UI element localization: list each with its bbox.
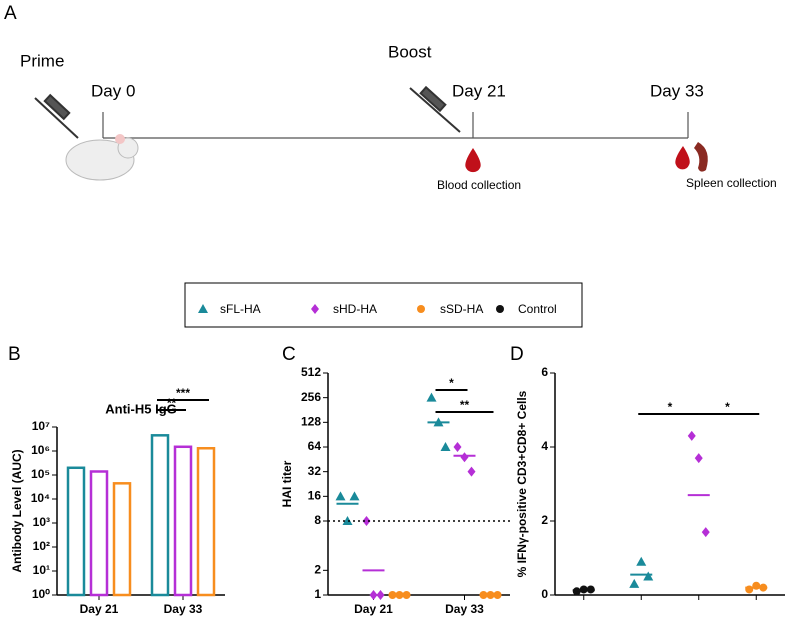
point: [417, 305, 425, 313]
y-tick-label: 10²: [33, 539, 50, 553]
day-label: Day 0: [91, 81, 135, 100]
point: [572, 587, 581, 596]
point: [636, 556, 647, 566]
significance-label: **: [167, 396, 177, 410]
legend-label: Control: [518, 302, 557, 316]
point: [453, 442, 462, 452]
y-axis-label: Antibody Level (AUC): [10, 449, 24, 572]
y-tick-label: 10⁷: [32, 419, 50, 433]
panel-label: A: [4, 3, 17, 24]
point: [440, 442, 451, 451]
y-tick-label: 10³: [33, 515, 50, 529]
panel-label: B: [8, 344, 21, 365]
blood-label: Blood collection: [437, 178, 521, 192]
legend-box: [184, 282, 583, 328]
legend-label: sSD-HA: [440, 302, 483, 316]
y-tick-label: 10⁰: [32, 587, 50, 601]
x-tick-label: Day 21: [354, 602, 393, 616]
y-tick-label: 32: [308, 464, 322, 478]
bar: [112, 482, 132, 597]
point: [643, 571, 654, 581]
bar: [66, 466, 86, 597]
significance-label: **: [460, 398, 470, 412]
y-tick-label: 256: [301, 390, 321, 404]
legend-label: sFL-HA: [220, 302, 261, 316]
point: [349, 491, 360, 501]
y-tick-label: 6: [541, 365, 548, 379]
point: [460, 452, 469, 463]
bar: [89, 470, 109, 597]
syringe: [409, 85, 461, 133]
day-label: Day 21: [452, 81, 506, 100]
spleen-label: Spleen collection: [686, 176, 777, 190]
y-tick-label: 10⁶: [31, 443, 50, 457]
point: [467, 466, 476, 477]
y-tick-label: 8: [314, 513, 321, 527]
significance-label: *: [668, 400, 673, 414]
point: [694, 453, 703, 464]
point: [198, 304, 208, 313]
point: [701, 527, 710, 538]
timeline: [102, 112, 689, 139]
bar: [150, 434, 170, 597]
mouse: [65, 134, 139, 181]
y-tick-label: 1: [314, 587, 321, 601]
point: [496, 305, 504, 313]
x-tick-label: Day 33: [445, 602, 484, 616]
syringe: [34, 93, 79, 139]
y-tick-label: 10⁴: [31, 491, 50, 505]
point: [362, 516, 371, 526]
panel-label: D: [510, 344, 524, 365]
spleen: [694, 142, 708, 172]
day-label: Day 33: [650, 81, 704, 100]
y-tick-label: 0: [541, 587, 548, 601]
y-axis-label: HAI titer: [280, 460, 294, 507]
point: [369, 590, 378, 600]
bar: [173, 445, 193, 597]
point: [426, 392, 437, 402]
x-tick-label: Day 21: [80, 602, 119, 616]
y-tick-label: 512: [301, 365, 321, 379]
significance-label: *: [725, 400, 730, 414]
significance-label: ***: [176, 386, 190, 400]
point: [311, 304, 319, 314]
point: [687, 430, 696, 441]
y-axis-label: % IFNγ-positive CD3+CD8+ Cells: [515, 390, 529, 577]
y-tick-label: 10⁵: [31, 467, 50, 481]
point: [335, 491, 346, 501]
y-tick-label: 128: [301, 415, 321, 429]
y-tick-label: 64: [308, 439, 322, 453]
y-tick-label: 2: [541, 513, 548, 527]
y-tick-label: 16: [308, 489, 322, 503]
bar: [196, 447, 216, 597]
blood-drop: [465, 148, 481, 173]
panel-label: C: [282, 344, 296, 365]
prime-label: Prime: [20, 51, 64, 70]
significance-label: *: [449, 376, 454, 390]
point: [342, 516, 353, 525]
x-tick-label: Day 33: [164, 602, 203, 616]
y-tick-label: 2: [314, 563, 321, 577]
legend-label: sHD-HA: [333, 302, 377, 316]
chart-title: Anti-H5 IgG: [105, 401, 177, 416]
point: [629, 578, 640, 588]
y-tick-label: 10¹: [33, 563, 50, 577]
point: [376, 590, 385, 600]
boost-label: Boost: [388, 42, 432, 61]
y-tick-label: 4: [541, 439, 548, 453]
blood-drop: [675, 146, 690, 170]
